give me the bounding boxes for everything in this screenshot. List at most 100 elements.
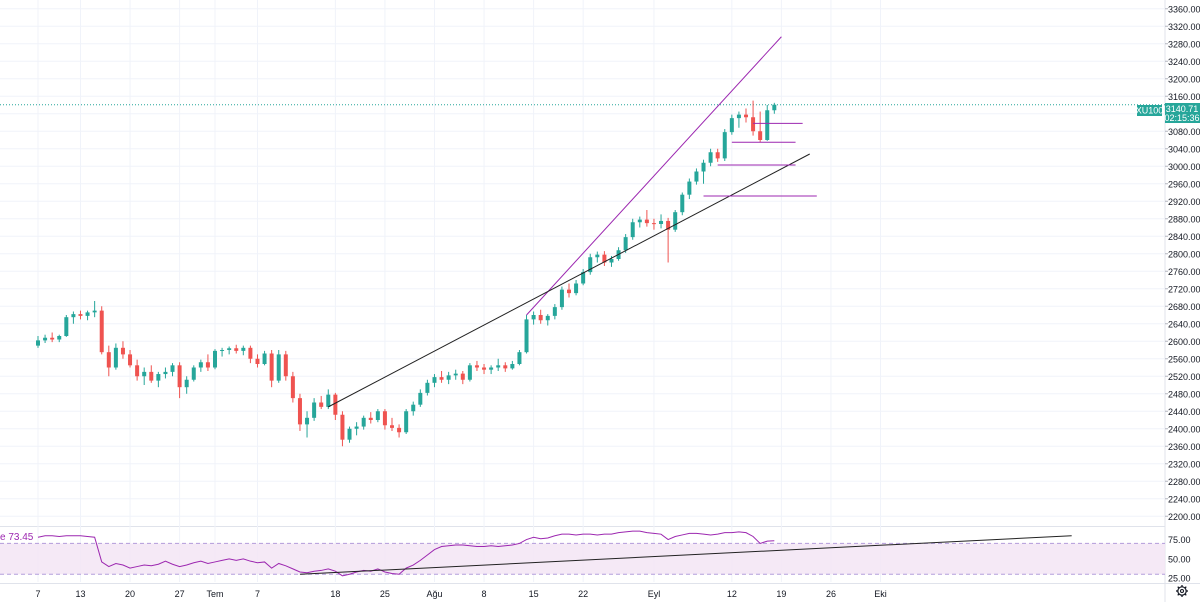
time-tick-label: 18	[330, 589, 340, 599]
candle-body	[262, 353, 267, 364]
trend-line-lower-support[interactable]	[328, 153, 810, 408]
candle-body	[489, 367, 494, 370]
candle-body	[198, 362, 203, 368]
candle-body	[85, 312, 90, 316]
last-price-tag: XU100 3140.71 02:15:36	[1136, 103, 1200, 123]
time-tick-label: 12	[727, 589, 737, 599]
candle-body	[354, 426, 359, 429]
last-price-label: 3140.71	[1166, 104, 1199, 114]
candle-body	[524, 319, 529, 353]
candle-body	[382, 411, 387, 426]
time-tick-label: 13	[75, 589, 85, 599]
candle-body	[227, 348, 232, 350]
rsi-value-label: e 73.45	[0, 532, 34, 543]
candle-body	[418, 392, 423, 405]
price-axis[interactable]: 3360.00 3320.00 3280.00 3240.00 3200.00 3160.…	[1165, 4, 1200, 522]
time-tick-label: 27	[175, 589, 185, 599]
price-tick-label: 3160.00	[1168, 92, 1200, 102]
candle-body	[666, 220, 671, 230]
rsi-tick-label: 75.00	[1168, 535, 1191, 545]
price-tick-label: 2880.00	[1168, 214, 1200, 224]
candle-body	[446, 375, 451, 380]
candle-body	[290, 376, 295, 399]
candle-body	[715, 152, 720, 159]
candle-body	[340, 414, 345, 440]
price-tick-label: 2360.00	[1168, 442, 1200, 452]
candle-body	[128, 354, 133, 366]
candle-body	[191, 367, 196, 380]
candle-body	[184, 379, 189, 388]
candle-body	[205, 362, 210, 368]
price-tag-bg	[1165, 103, 1200, 123]
candle-body	[651, 223, 656, 225]
time-tick-label: 26	[826, 589, 836, 599]
candle-body	[375, 411, 380, 420]
rsi-trend-line[interactable]	[299, 535, 1072, 575]
price-tick-label: 2480.00	[1168, 389, 1200, 399]
candle-body	[559, 289, 564, 308]
price-tick-label: 2760.00	[1168, 267, 1200, 277]
candle-body	[744, 114, 748, 118]
time-axis[interactable]: 7 13 20 27 Tem 7 18 25 Ağu 8 15 22 Eyl 12 19 26 Eki	[35, 589, 886, 599]
candle-body	[326, 394, 331, 407]
candle-body	[92, 310, 97, 313]
candle-body	[319, 402, 324, 407]
trend-line-upper-channel[interactable]	[526, 36, 782, 316]
candle-body	[241, 347, 246, 351]
candle-body	[467, 365, 472, 380]
candle-body	[482, 367, 487, 370]
candle-body	[142, 371, 147, 377]
candle-body	[170, 365, 175, 372]
price-tick-label: 3320.00	[1168, 22, 1200, 32]
time-tick-label: 20	[125, 589, 135, 599]
candle-body	[474, 365, 479, 368]
countdown-label: 02:15:36	[1164, 113, 1199, 123]
candle-body	[510, 364, 515, 369]
time-tick-label: 22	[578, 589, 588, 599]
candle-body	[517, 352, 522, 364]
candle-body	[765, 110, 770, 140]
candle-body	[50, 337, 55, 340]
rsi-axis: 75.00 50.00 25.00	[1168, 535, 1191, 584]
candle-body	[333, 394, 338, 415]
price-tick-label: 2960.00	[1168, 179, 1200, 189]
candle-body	[751, 117, 756, 132]
candle-body	[220, 350, 225, 351]
price-tick-label: 2400.00	[1168, 424, 1200, 434]
time-tick-label: 7	[35, 589, 40, 599]
candle-body	[255, 358, 260, 364]
rsi-tick-label: 50.00	[1168, 554, 1191, 564]
price-tick-label: 2200.00	[1168, 512, 1200, 522]
candle-body	[552, 307, 557, 316]
rsi-panel	[0, 530, 1165, 577]
candle-body	[248, 347, 253, 359]
candle-body	[120, 347, 125, 355]
candle-body	[729, 118, 734, 133]
gear-icon[interactable]	[1176, 585, 1188, 597]
candle-body	[588, 257, 593, 273]
drawings[interactable]	[328, 36, 817, 408]
candle-body	[36, 340, 40, 346]
candle-body	[432, 377, 437, 383]
candle-body	[397, 427, 402, 433]
candle-body	[659, 220, 664, 224]
candle-body	[163, 371, 168, 375]
candle-body	[213, 350, 217, 368]
price-tick-label: 2720.00	[1168, 284, 1200, 294]
candle-body	[43, 337, 48, 341]
candle-body	[602, 254, 607, 263]
candle-body	[135, 365, 140, 377]
candle-body	[439, 377, 444, 380]
candle-body	[680, 194, 685, 213]
candle-body	[283, 354, 288, 377]
candle-body	[71, 314, 76, 318]
candle-body	[722, 132, 727, 159]
candle-body	[708, 152, 713, 163]
candle-body	[390, 425, 394, 428]
price-tick-label: 3360.00	[1168, 4, 1200, 14]
price-tick-label: 2280.00	[1168, 477, 1200, 487]
symbol-tag: XU100	[1136, 106, 1164, 116]
candle-body	[361, 417, 366, 427]
candle-body	[503, 365, 508, 369]
